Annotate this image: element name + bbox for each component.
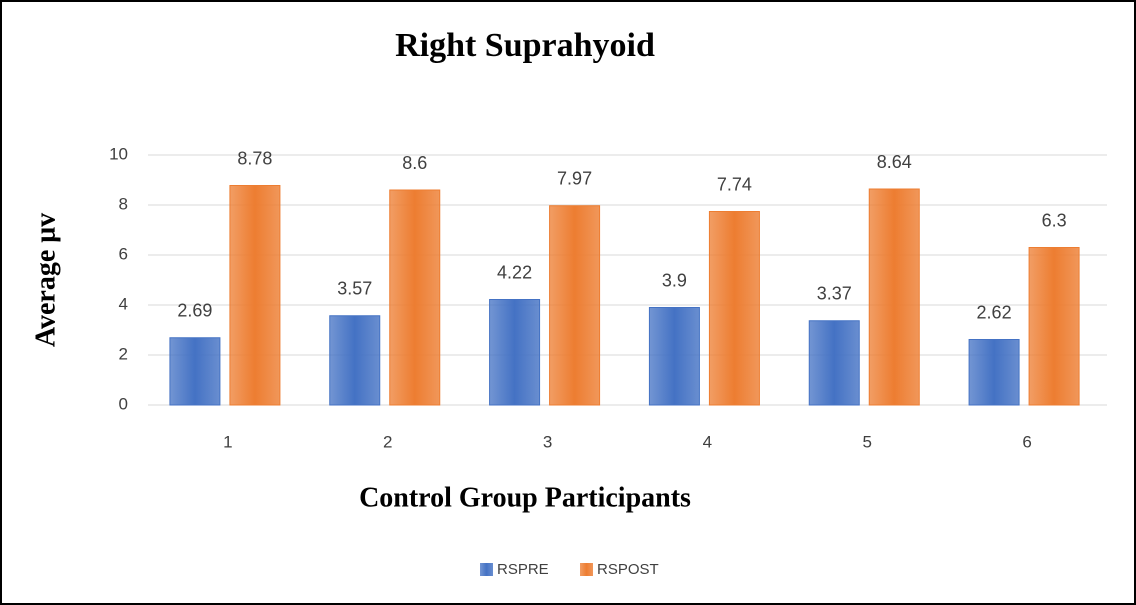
- bar: [648, 307, 700, 406]
- x-tick-label: 3: [543, 432, 552, 451]
- data-label: 3.9: [662, 270, 687, 290]
- bar: [708, 211, 760, 406]
- x-tick-label: 1: [223, 432, 232, 451]
- bar: [389, 189, 441, 406]
- legend-label: RSPRE: [497, 561, 549, 578]
- data-label: 3.57: [337, 279, 372, 299]
- bar: [868, 188, 920, 406]
- y-axis-label: Average μv: [30, 213, 61, 347]
- data-label: 6.3: [1042, 210, 1067, 230]
- bar: [968, 339, 1020, 406]
- data-label: 3.37: [817, 284, 852, 304]
- data-label: 7.74: [717, 174, 752, 194]
- bar: [808, 320, 860, 406]
- chart-title: Right Suprahyoid: [395, 27, 655, 64]
- y-tick-label: 4: [119, 294, 128, 313]
- y-tick-label: 10: [109, 144, 128, 163]
- data-label: 8.64: [877, 152, 912, 172]
- x-tick-label: 6: [1022, 432, 1031, 451]
- data-label: 8.78: [237, 148, 272, 168]
- bar: [229, 185, 281, 406]
- bar: [489, 299, 541, 406]
- x-axis-label: Control Group Participants: [359, 482, 691, 513]
- y-tick-label: 6: [119, 244, 128, 263]
- data-label: 7.97: [557, 169, 592, 189]
- bar: [1028, 247, 1080, 406]
- data-label: 2.69: [177, 301, 212, 321]
- y-tick-label: 2: [119, 344, 128, 363]
- legend-label: RSPOST: [597, 561, 659, 578]
- y-tick-label: 8: [119, 194, 128, 213]
- data-label: 2.62: [977, 302, 1012, 322]
- x-tick-label: 4: [703, 432, 712, 451]
- x-tick-label: 5: [863, 432, 872, 451]
- bar: [329, 315, 381, 406]
- data-label: 8.6: [402, 153, 427, 173]
- x-tick-label: 2: [383, 432, 392, 451]
- bar: [549, 205, 601, 406]
- legend-swatch: [580, 563, 593, 576]
- y-tick-label: 0: [119, 394, 128, 413]
- data-label: 4.22: [497, 262, 532, 282]
- legend-swatch: [480, 563, 493, 576]
- bar: [169, 337, 221, 406]
